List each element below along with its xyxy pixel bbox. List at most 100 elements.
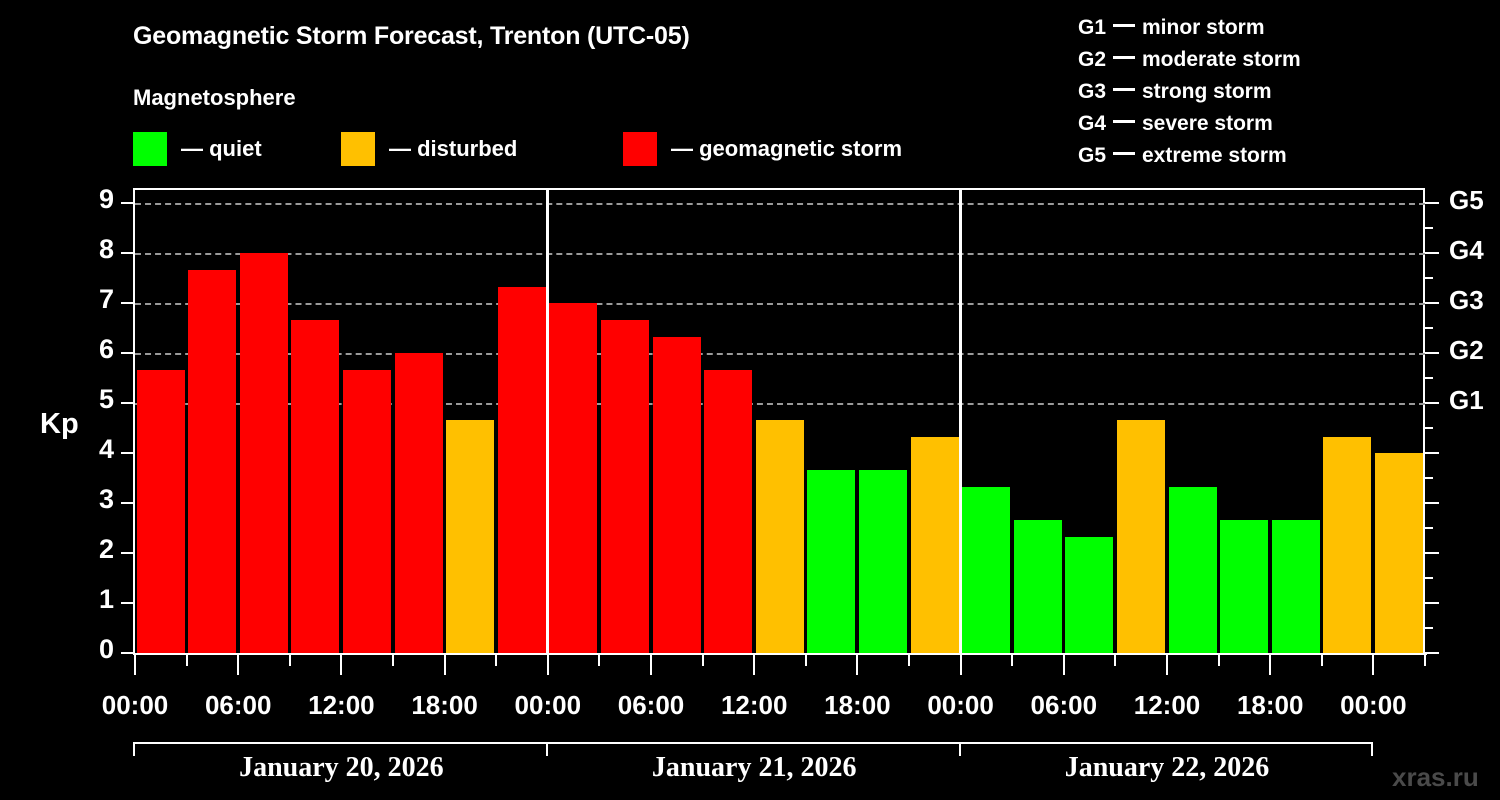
bar: [188, 269, 237, 653]
bar: [394, 353, 443, 653]
g-axis-label-g5: G5: [1449, 185, 1484, 215]
y-axis-right-tick: [1425, 402, 1439, 404]
g-scale-row-g4: G4 severe storm: [1078, 108, 1301, 140]
g-scale-code: G5: [1078, 144, 1107, 167]
y-axis-right-tick: [1425, 277, 1433, 279]
x-axis-tick: [1062, 655, 1065, 675]
bar: [1013, 519, 1062, 653]
day-label: January 20, 2026: [239, 752, 444, 783]
watermark: xras.ru: [1392, 762, 1479, 792]
y-axis-tick: [121, 552, 135, 554]
plot-frame: [133, 188, 1425, 655]
x-axis-tick: [1424, 655, 1426, 666]
y-axis-tick-label: 8: [98, 234, 114, 264]
g-scale-description: severe storm: [1142, 112, 1273, 135]
x-axis-tick-label: 00:00: [101, 690, 169, 720]
y-axis-right-tick: [1425, 602, 1439, 604]
g-scale-description: strong storm: [1142, 80, 1272, 103]
plot-baseline: [133, 653, 1427, 655]
x-axis-tick: [804, 655, 807, 666]
x-axis-tick-label: 06:00: [1030, 690, 1098, 720]
g-scale-description: minor storm: [1142, 16, 1265, 39]
y-axis-tick: [121, 202, 135, 204]
bar: [1168, 486, 1217, 653]
x-axis-tick: [856, 655, 859, 675]
y-axis-right-tick: [1425, 252, 1439, 254]
x-axis-tick: [288, 655, 291, 666]
g-scale-description: extreme storm: [1142, 144, 1287, 167]
bar: [446, 419, 495, 653]
bar: [910, 436, 959, 653]
x-axis-tick: [650, 655, 652, 675]
dash-icon: [1113, 88, 1135, 92]
x-axis-tick: [959, 655, 962, 675]
x-axis-tick: [1269, 655, 1272, 675]
y-axis-tick: [121, 652, 135, 654]
bar: [652, 336, 701, 653]
day-bracket: [958, 742, 1374, 756]
bar: [1323, 436, 1372, 653]
bar: [858, 469, 907, 653]
y-axis-tick: [121, 602, 135, 604]
gridline-kp-8: [135, 253, 1425, 255]
bar: [291, 319, 340, 653]
x-axis-tick: [753, 655, 756, 675]
legend-item-geomagnetic-storm: — geomagnetic storm: [623, 131, 902, 167]
y-axis-right-tick: [1425, 477, 1433, 479]
g-axis-label-g4: G4: [1449, 235, 1484, 265]
y-axis-right-tick: [1425, 452, 1439, 454]
legend-label-geomagnetic-storm: — geomagnetic storm: [671, 136, 903, 161]
x-axis-tick-label: 00:00: [927, 690, 994, 720]
y-axis-right-tick: [1425, 627, 1433, 629]
gridline-kp-7: [135, 303, 1425, 305]
day-label: January 22, 2026: [1064, 752, 1270, 783]
legend-label-disturbed: — disturbed: [389, 136, 518, 161]
x-axis-tick-label: 00:00: [1340, 690, 1407, 720]
y-axis-tick-label: 7: [98, 284, 114, 314]
dash-icon: [1113, 120, 1135, 124]
g-axis-label-g1: G1: [1449, 385, 1484, 415]
bar: [1116, 419, 1165, 653]
y-axis-right-tick: [1425, 552, 1439, 554]
g-axis-label-g2: G2: [1449, 335, 1484, 365]
y-axis-right-tick: [1425, 427, 1433, 429]
y-axis-tick: [121, 452, 135, 454]
day-divider: [546, 190, 550, 653]
x-axis-tick: [1114, 655, 1117, 666]
y-axis-right-tick: [1425, 327, 1433, 329]
y-axis-tick-label: 3: [98, 484, 114, 514]
y-axis-tick-label: 6: [98, 334, 114, 364]
x-axis-tick: [443, 655, 446, 675]
x-axis-tick-label: 12:00: [720, 690, 788, 720]
g-scale-row-g2: G2 moderate storm: [1078, 44, 1301, 76]
plot-area: [135, 190, 1425, 653]
x-axis-tick-label: 12:00: [308, 690, 375, 720]
gridline-kp-6: [135, 353, 1425, 355]
g-scale-code: G2: [1078, 48, 1107, 71]
x-axis-tick: [1320, 655, 1323, 666]
bar: [342, 369, 391, 653]
x-axis-tick-label: 06:00: [617, 690, 685, 720]
y-axis-right-tick: [1425, 377, 1433, 379]
x-axis-tick-label: 12:00: [1133, 690, 1201, 720]
y-axis-tick-label: 5: [98, 384, 114, 414]
y-axis-right-tick: [1425, 502, 1439, 504]
x-axis-tick: [1217, 655, 1220, 666]
dash-icon: [1113, 24, 1135, 28]
y-axis-tick: [121, 402, 135, 404]
day-label: January 21, 2026: [651, 752, 857, 783]
g-scale-code: G4: [1078, 112, 1107, 135]
y-axis-right-tick: [1425, 577, 1433, 579]
y-axis-right-tick: [1425, 352, 1439, 354]
y-axis-tick: [121, 352, 135, 354]
g-axis-label-g3: G3: [1449, 285, 1484, 315]
bar: [1374, 453, 1423, 653]
x-axis-tick: [908, 655, 910, 666]
bar: [704, 369, 753, 653]
dash-icon: [1113, 152, 1135, 156]
y-axis-label: Kp: [40, 408, 79, 440]
y-axis-tick-label: 0: [98, 634, 114, 664]
bar: [962, 486, 1011, 653]
page-title: Geomagnetic Storm Forecast, Trenton (UTC…: [133, 22, 690, 50]
bar: [755, 419, 804, 653]
